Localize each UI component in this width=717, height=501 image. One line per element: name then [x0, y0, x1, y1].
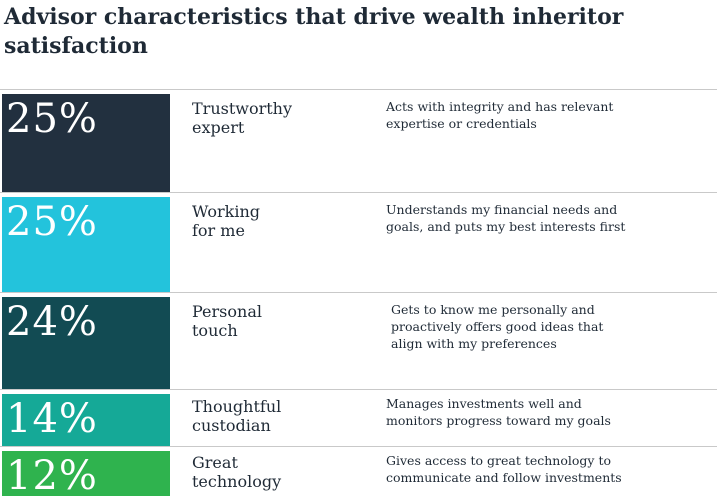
- characteristic-name: Great technology: [192, 453, 282, 491]
- characteristic-description: Gets to know me personally and proactive…: [391, 302, 604, 351]
- characteristic-name: Thoughtful custodian: [192, 397, 282, 435]
- characteristic-name: Trustworthy expert: [192, 99, 293, 137]
- percent-block: 25%: [2, 197, 170, 292]
- percent-value: 12%: [6, 453, 98, 499]
- row-trustworthy-expert: 25% Trustworthy expert Acts with integri…: [0, 89, 717, 192]
- percent-value: 25%: [6, 96, 98, 142]
- characteristic-description: Understands my financial needs and goals…: [386, 202, 626, 234]
- characteristic-description: Manages investments well and monitors pr…: [386, 396, 611, 428]
- characteristic-description: Acts with integrity and has relevant exp…: [386, 99, 614, 131]
- characteristic-name: Personal touch: [192, 302, 262, 340]
- percent-value: 25%: [6, 199, 98, 245]
- percent-block: 25%: [2, 94, 170, 192]
- characteristic-description: Gives access to great technology to comm…: [386, 453, 622, 485]
- row-personal-touch: 24% Personal touch Gets to know me perso…: [0, 292, 717, 389]
- percent-value: 24%: [6, 299, 98, 345]
- percent-block: 12%: [2, 451, 170, 499]
- row-thoughtful-custodian: 14% Thoughtful custodian Manages investm…: [0, 389, 717, 446]
- percent-value: 14%: [6, 396, 98, 442]
- percent-block: 24%: [2, 297, 170, 389]
- row-working-for-me: 25% Working for me Understands my financ…: [0, 192, 717, 292]
- row-great-technology: 12% Great technology Gives access to gre…: [0, 446, 717, 499]
- page-title: Advisor characteristics that drive wealt…: [4, 4, 624, 59]
- characteristic-name: Working for me: [192, 202, 260, 240]
- percent-block: 14%: [2, 394, 170, 446]
